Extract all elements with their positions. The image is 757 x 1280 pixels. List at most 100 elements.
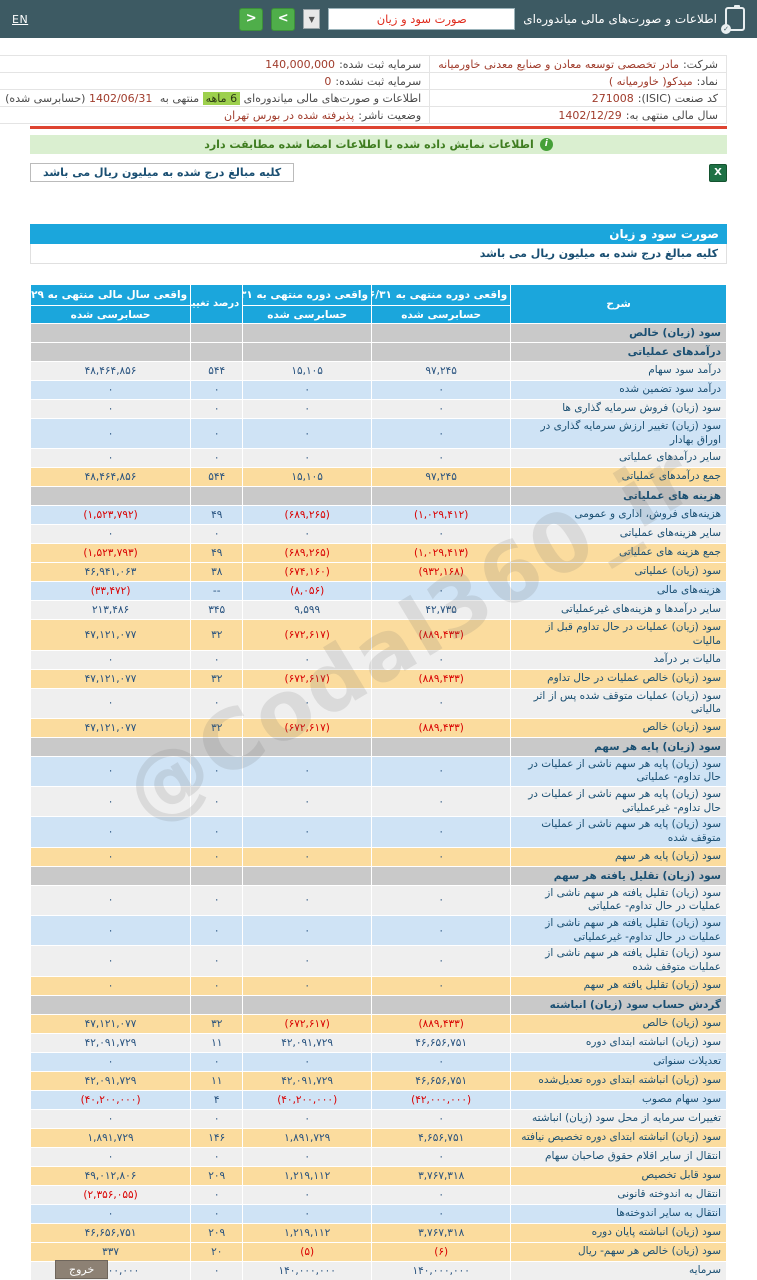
table-row: سایر درآمدها و هزینه‌های غیرعملیاتی ۴۲,۷۳… xyxy=(29,600,727,621)
table-row: سود (زیان) عملیاتی (۹۳۲,۱۶۸) (۶۷۴,۱۶۰) ۳۸ ۴۶… xyxy=(29,562,727,583)
cell-value: ۰ xyxy=(190,1203,244,1224)
section-header-row: سود (زیان) تقلیل یافته هر سهم xyxy=(29,865,727,886)
table-row: سود (زیان) تغییر ارزش سرمایه گذاری در او… xyxy=(29,417,727,450)
table-row: سایر هزینه‌های عملیاتی ۰ ۰ ۰ ۰ xyxy=(29,524,727,545)
company-label: شرکت: xyxy=(682,57,718,71)
cell-value: ۰ xyxy=(190,1108,244,1129)
row-label: سود (زیان) فروش سرمایه گذاری ها xyxy=(510,399,727,419)
cell-value: ۰ xyxy=(29,786,192,818)
cell-value: ۰ xyxy=(371,649,512,670)
cell-value: ۰ xyxy=(29,380,192,400)
section-empty-cell xyxy=(371,342,512,362)
info-icon: i xyxy=(539,138,553,151)
table-row: سود (زیان) پایه هر سهم ناشی از عملیات در… xyxy=(29,755,727,788)
section-label: درآمدهای عملیاتی xyxy=(510,342,727,362)
excel-export-icon[interactable]: X xyxy=(709,163,727,182)
table-row: انتقال به اندوخته قانونی ۰ ۰ ۰ (۲,۳۵۶,۰۵۵) xyxy=(29,1184,727,1205)
section-empty-cell xyxy=(190,865,244,886)
table-row: سود (زیان) خالص عملیات در حال تداوم (۸۸۹,… xyxy=(29,668,727,689)
cell-value: (۶۷۲,۶۱۷) xyxy=(242,619,373,651)
section-empty-cell xyxy=(29,323,192,343)
clipboard-icon xyxy=(721,5,745,34)
cell-value: ۰ xyxy=(190,846,244,867)
isic-value: 271008 xyxy=(591,91,634,105)
table-row: سود (زیان) خالص (۸۸۹,۴۳۳) (۶۷۲,۶۱۷) ۳۲ ۴۷,۱۲… xyxy=(29,717,727,738)
cell-value: ۰ xyxy=(29,884,192,916)
section-empty-cell xyxy=(371,865,512,886)
cell-value: (۶۷۴,۱۶۰) xyxy=(242,562,373,583)
cell-value: ۰ xyxy=(371,1146,512,1167)
symbol-value: میدکو( خاورمیانه ) xyxy=(608,74,693,88)
cell-value: ۰ xyxy=(190,1051,244,1072)
cell-value: (۶۷۲,۶۱۷) xyxy=(242,717,373,738)
cell-value: ۴۹ xyxy=(190,543,244,564)
cell-value: ۰ xyxy=(29,417,192,450)
sheet-select[interactable]: صورت سود و زیان xyxy=(328,8,516,30)
cell-value: ۴ xyxy=(190,1089,244,1110)
section-empty-cell xyxy=(242,865,373,886)
table-row: سود (زیان) تقلیل یافته هر سهم ۰ ۰ ۰ ۰ xyxy=(29,975,727,996)
cell-value: ۰ xyxy=(29,524,192,545)
cell-value: ۰ xyxy=(190,1146,244,1167)
cell-value: ۰ xyxy=(190,1184,244,1205)
table-row: سود (زیان) خالص هر سهم- ریال (۶) (۵) ۲۰ ۳۳۷ xyxy=(29,1241,727,1262)
exit-button[interactable]: خروج xyxy=(55,1260,109,1279)
col-header-percent-change: درصد تغییرات xyxy=(190,284,244,324)
registered-capital-value: 140,000,000 xyxy=(265,57,336,71)
cell-value: ۰ xyxy=(242,846,373,867)
cell-value: ۰ xyxy=(242,649,373,670)
cell-value: ۰ xyxy=(242,975,373,996)
cell-value: ۳,۷۶۷,۳۱۸ xyxy=(371,1165,512,1186)
cell-value: ۰ xyxy=(190,380,244,400)
cell-value: ۰ xyxy=(371,884,512,916)
cell-value: ۰ xyxy=(242,1184,373,1205)
cell-value: ۰ xyxy=(371,1184,512,1205)
language-toggle-en[interactable]: EN xyxy=(12,12,29,26)
prev-sheet-button[interactable]: < xyxy=(239,7,264,31)
isic-label: کد صنعت (ISIC): xyxy=(637,91,718,105)
cell-value: ۰ xyxy=(242,914,373,947)
section-empty-cell xyxy=(29,865,192,886)
cell-value: ۱۴۰,۰۰۰,۰۰۰ xyxy=(242,1260,373,1280)
cell-value: ۴۶,۶۵۶,۷۵۱ xyxy=(371,1070,512,1091)
row-label: درآمد سود سهام xyxy=(510,361,727,381)
section-empty-cell xyxy=(242,323,373,343)
statement-title: صورت سود و زیان xyxy=(30,224,727,244)
company-info: شرکت:مادر تخصصی توسعه معادن و صنایع معدن… xyxy=(0,55,727,182)
cell-value: ۰ xyxy=(371,399,512,419)
cell-value: ۰ xyxy=(371,687,512,719)
row-label: هزینه‌های فروش، اداری و عمومی xyxy=(510,505,727,526)
col-header-fiscal-year: واقعی سال مالی منتهی به ۱۴۰۱/۱۲/۲۹ xyxy=(29,284,192,306)
cell-value: ۰ xyxy=(242,1146,373,1167)
row-label: سود (زیان) تقلیل یافته هر سهم xyxy=(510,975,727,996)
cell-value: ۴۷,۱۲۱,۰۷۷ xyxy=(29,668,192,689)
cell-value: ۱۱ xyxy=(190,1032,244,1053)
table-row: درآمد سود سهام ۹۷,۲۴۵ ۱۵,۱۰۵ ۵۴۴ ۴۸,۴۶۴,۸۵۶ xyxy=(29,361,727,381)
next-sheet-button[interactable]: > xyxy=(271,7,296,31)
table-row: سود (زیان) انباشته پایان دوره ۳,۷۶۷,۳۱۸ ۱,… xyxy=(29,1222,727,1243)
red-divider xyxy=(30,126,727,129)
row-label: سایر درآمدهای عملیاتی xyxy=(510,448,727,469)
cell-value: (۱,۰۲۹,۴۱۳) xyxy=(371,543,512,564)
fiscal-year-value: 1402/12/29 xyxy=(558,108,622,122)
cell-value: ۰ xyxy=(190,945,244,977)
cell-value: ۴۹,۰۱۲,۸۰۶ xyxy=(29,1165,192,1186)
cell-value: ۰ xyxy=(29,755,192,788)
col-subheader-audited: حسابرسی شده xyxy=(242,305,373,324)
table-row: هزینه‌های مالی ۰ (۸,۰۵۶) -- (۳۳,۴۷۲) xyxy=(29,581,727,602)
period-mid: منتهی به xyxy=(159,91,200,105)
row-label: سود (زیان) انباشته ابتدای دوره تعدیل‌شده xyxy=(510,1070,727,1091)
cell-value: ۰ xyxy=(242,1203,373,1224)
row-label: سود (زیان) پایه هر سهم ناشی از عملیات در… xyxy=(510,786,727,818)
row-label: سود (زیان) پایه هر سهم xyxy=(510,846,727,867)
cell-value: (۶۷۲,۶۱۷) xyxy=(242,668,373,689)
section-empty-cell xyxy=(190,486,244,507)
chevron-down-icon[interactable]: ▼ xyxy=(303,9,321,29)
col-subheader-audited: حسابرسی شده xyxy=(371,305,512,324)
cell-value: ۰ xyxy=(242,417,373,450)
table-row: سود (زیان) تقلیل یافته هر سهم ناشی از عم… xyxy=(29,945,727,977)
unregistered-capital-label: سرمایه ثبت نشده: xyxy=(335,74,422,88)
cell-value: (۹۳۲,۱۶۸) xyxy=(371,562,512,583)
row-label: سود (زیان) عملیات در حال تداوم قبل از ما… xyxy=(510,619,727,651)
cell-value: ۰ xyxy=(29,448,192,469)
